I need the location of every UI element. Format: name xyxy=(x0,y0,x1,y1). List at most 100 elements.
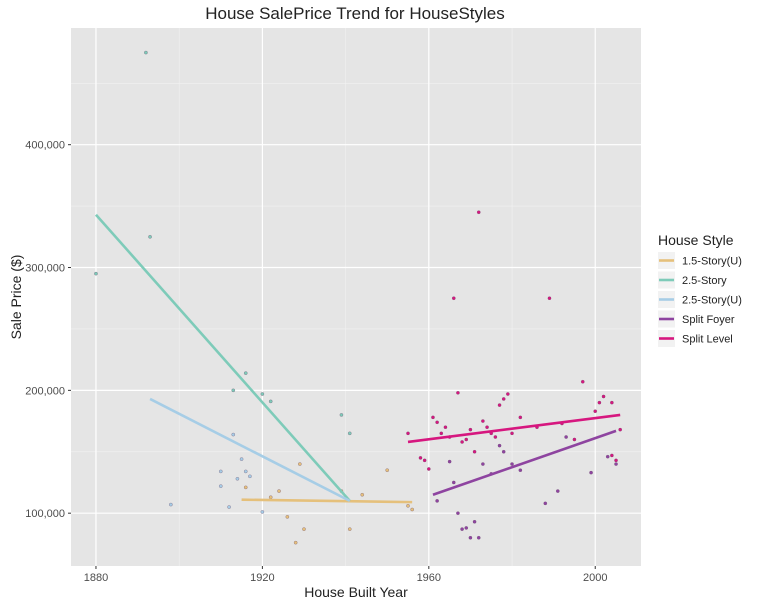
x-tick-label: 1960 xyxy=(417,572,441,584)
legend-item: 1.5-Story(U) xyxy=(658,252,742,269)
trend-line xyxy=(407,413,621,444)
data-point xyxy=(260,510,265,514)
trend-line xyxy=(94,213,351,502)
data-point xyxy=(235,477,240,481)
legend-title: House Style xyxy=(658,232,734,248)
legend: House Style 1.5-Story(U) 2.5-Story 2.5-Sto… xyxy=(658,232,742,347)
legend-label: 1.5-Story(U) xyxy=(682,256,742,268)
data-point xyxy=(144,50,148,55)
data-point xyxy=(472,520,477,524)
data-point xyxy=(597,400,602,405)
data-point xyxy=(248,474,252,479)
data-point xyxy=(589,470,593,475)
data-point xyxy=(231,432,236,437)
data-point xyxy=(431,415,435,420)
data-point xyxy=(268,399,273,404)
data-point xyxy=(348,527,352,531)
data-point xyxy=(510,462,514,466)
data-point xyxy=(435,499,439,503)
legend-item: 2.5-Story(U) xyxy=(658,291,742,308)
y-tick-label: 200,000 xyxy=(25,385,65,397)
y-tick-label: 300,000 xyxy=(25,263,65,275)
data-point xyxy=(581,380,585,384)
data-point xyxy=(456,391,460,395)
series-2-5-story-u- xyxy=(169,432,265,514)
data-point xyxy=(268,495,273,499)
data-point xyxy=(227,505,231,509)
chart-title: House SalePrice Trend for HouseStyles xyxy=(205,4,505,23)
data-point xyxy=(443,425,448,429)
data-point xyxy=(501,450,506,454)
data-point xyxy=(506,392,510,396)
data-point xyxy=(418,456,423,460)
x-tick-label: 1920 xyxy=(250,572,274,584)
data-point xyxy=(285,515,290,519)
data-point xyxy=(456,511,460,515)
data-point xyxy=(493,435,498,439)
data-point xyxy=(169,502,173,507)
trend-line xyxy=(241,498,413,504)
data-point xyxy=(219,484,223,488)
data-point xyxy=(593,409,597,413)
data-point xyxy=(293,540,298,545)
data-point xyxy=(543,501,548,506)
data-point xyxy=(614,462,618,466)
data-point xyxy=(481,462,485,466)
data-point xyxy=(302,527,306,531)
data-point xyxy=(476,210,481,214)
x-tick-label: 1880 xyxy=(84,572,108,584)
legend-label: Split Foyer xyxy=(682,314,735,326)
data-point xyxy=(464,526,469,530)
legend-item: 2.5-Story xyxy=(658,271,727,289)
data-point xyxy=(348,431,352,436)
data-point xyxy=(219,469,223,474)
data-point xyxy=(452,296,456,300)
data-point xyxy=(406,504,410,508)
legend-item: Split Foyer xyxy=(658,310,735,328)
data-point xyxy=(472,450,477,454)
data-point xyxy=(497,403,502,407)
series-split-level xyxy=(406,210,622,471)
data-point xyxy=(485,425,489,429)
data-point xyxy=(452,480,456,485)
x-tick-label: 2000 xyxy=(583,572,607,584)
data-point xyxy=(518,415,523,420)
data-point xyxy=(385,468,389,472)
data-point xyxy=(243,469,248,474)
data-point xyxy=(439,431,444,436)
data-point xyxy=(614,458,618,463)
data-point xyxy=(339,413,344,417)
x-axis: 1880 1920 1960 2000 xyxy=(84,566,607,584)
data-point xyxy=(427,467,431,471)
data-point xyxy=(460,440,464,444)
data-point xyxy=(547,296,552,300)
data-point xyxy=(447,459,452,464)
legend-label: 2.5-Story(U) xyxy=(682,295,742,307)
y-tick-label: 100,000 xyxy=(25,508,65,520)
data-point xyxy=(360,493,364,497)
legend-label: Split Level xyxy=(682,334,733,346)
data-point xyxy=(422,458,427,463)
trend-line xyxy=(432,429,617,496)
data-point xyxy=(481,419,485,423)
data-point xyxy=(610,400,614,405)
data-point xyxy=(277,489,281,493)
data-point xyxy=(556,489,560,493)
data-point xyxy=(605,454,610,459)
data-point xyxy=(460,527,464,531)
data-point xyxy=(260,392,265,396)
data-point xyxy=(94,271,98,276)
data-point xyxy=(618,427,622,432)
data-point xyxy=(243,371,248,375)
data-point xyxy=(243,485,248,490)
data-point xyxy=(610,453,614,458)
y-axis-title: Sale Price ($) xyxy=(8,255,24,340)
y-tick-label: 400,000 xyxy=(25,140,65,152)
data-point xyxy=(476,535,481,540)
data-point xyxy=(410,507,414,512)
data-point xyxy=(239,457,244,461)
data-point xyxy=(231,388,236,393)
data-point xyxy=(464,437,469,442)
legend-label: 2.5-Story xyxy=(682,275,727,287)
